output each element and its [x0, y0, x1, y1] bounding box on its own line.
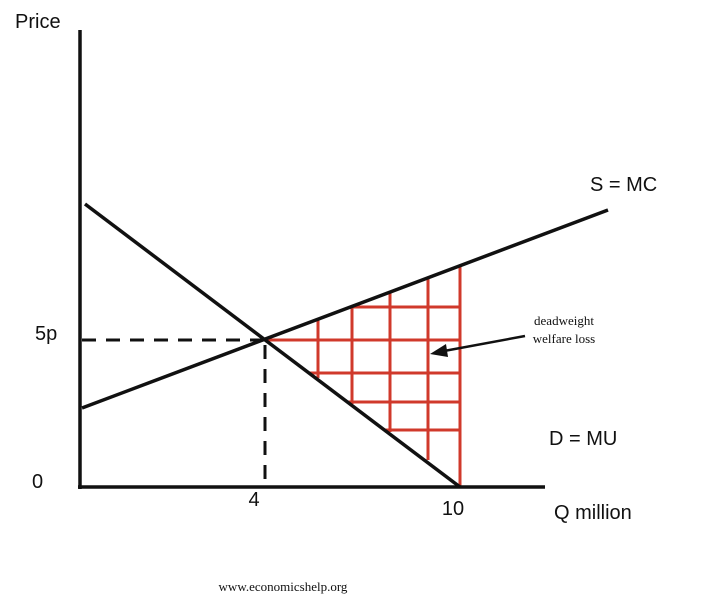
x-axis-label: Q million [554, 502, 632, 524]
annotation: welfare loss [533, 331, 595, 346]
supply-curve [81, 208, 609, 410]
y-axis-label: Price [15, 11, 61, 33]
arrow-shaft [443, 334, 526, 353]
price-label: 5p [35, 323, 57, 345]
quantity-label: 4 [248, 489, 259, 511]
demand-label: D = MU [549, 428, 617, 450]
quantity-label: 10 [442, 498, 464, 520]
origin-label: 0 [32, 471, 43, 493]
annotation: deadweight [534, 313, 594, 328]
footer: www.economicshelp.org [219, 579, 348, 594]
supply-label: S = MC [590, 174, 657, 196]
deadweight-loss-hatch [265, 266, 462, 487]
demand-curve [83, 202, 462, 489]
arrow-head [430, 344, 448, 357]
